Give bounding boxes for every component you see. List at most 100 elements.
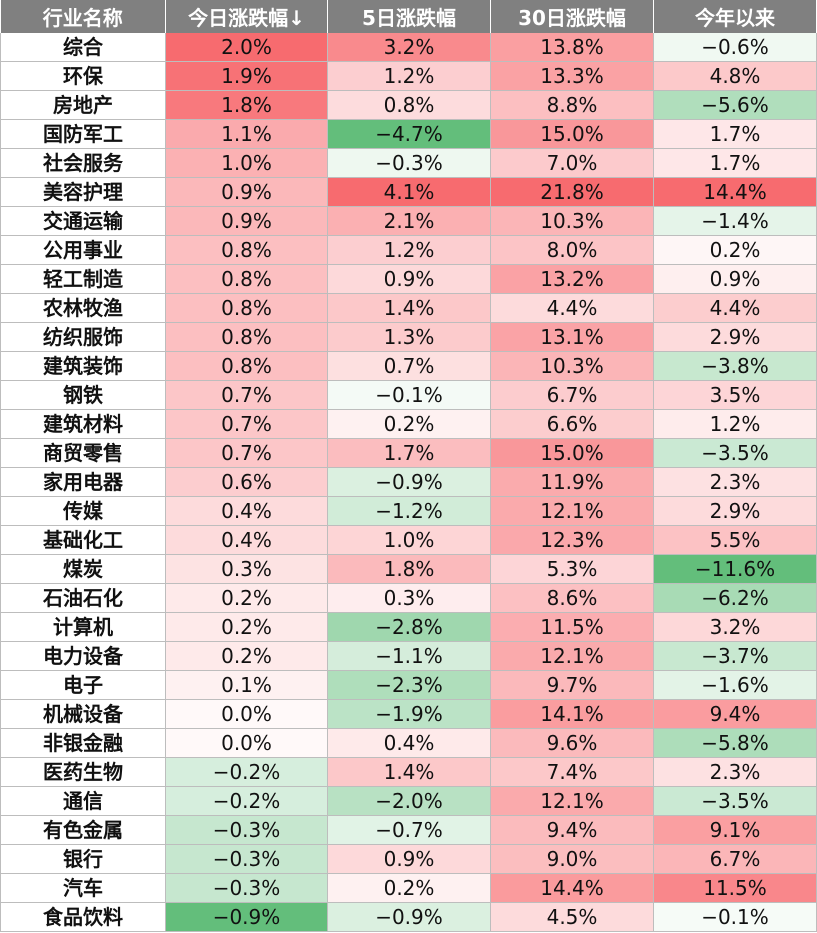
ytd-change-cell: 3.2% bbox=[653, 612, 817, 642]
30day-change-cell: 10.3% bbox=[490, 351, 654, 381]
5day-change-cell: −4.7% bbox=[327, 119, 491, 149]
30day-change-cell: 14.4% bbox=[490, 873, 654, 903]
5day-change-cell: 4.1% bbox=[327, 177, 491, 207]
ytd-change-cell: 1.7% bbox=[653, 119, 817, 149]
table-body: 综合 2.0% 3.2% 13.8% −0.6% 环保 1.9% 1.2% 13.3% 4.8% 房… bbox=[0, 33, 817, 932]
industry-name-cell: 银行 bbox=[0, 844, 166, 874]
table-row: 建筑材料 0.7% 0.2% 6.6% 1.2% bbox=[0, 409, 817, 439]
5day-change-cell: 1.4% bbox=[327, 293, 491, 323]
today-change-cell: 0.4% bbox=[165, 525, 328, 555]
5day-change-cell: 1.2% bbox=[327, 235, 491, 265]
ytd-change-cell: 0.2% bbox=[653, 235, 817, 265]
ytd-change-cell: 2.9% bbox=[653, 322, 817, 352]
5day-change-cell: 0.2% bbox=[327, 873, 491, 903]
ytd-change-cell: −1.4% bbox=[653, 206, 817, 236]
table-row: 电力设备 0.2% −1.1% 12.1% −3.7% bbox=[0, 641, 817, 671]
5day-change-cell: 1.2% bbox=[327, 61, 491, 91]
industry-name-cell: 石油石化 bbox=[0, 583, 166, 613]
today-change-cell: 0.1% bbox=[165, 670, 328, 700]
ytd-change-cell: −5.6% bbox=[653, 90, 817, 120]
ytd-change-cell: 4.8% bbox=[653, 61, 817, 91]
industry-name-cell: 食品饮料 bbox=[0, 902, 166, 932]
table-row: 电子 0.1% −2.3% 9.7% −1.6% bbox=[0, 670, 817, 700]
industry-name-cell: 计算机 bbox=[0, 612, 166, 642]
30day-change-cell: 12.1% bbox=[490, 496, 654, 526]
today-change-cell: 0.0% bbox=[165, 728, 328, 758]
today-change-cell: 0.8% bbox=[165, 235, 328, 265]
ytd-change-cell: −6.2% bbox=[653, 583, 817, 613]
today-change-cell: 0.7% bbox=[165, 380, 328, 410]
table-row: 钢铁 0.7% −0.1% 6.7% 3.5% bbox=[0, 380, 817, 410]
header-5day-change[interactable]: 5日涨跌幅 bbox=[327, 0, 491, 33]
ytd-change-cell: −1.6% bbox=[653, 670, 817, 700]
5day-change-cell: −2.0% bbox=[327, 786, 491, 816]
ytd-change-cell: −3.5% bbox=[653, 786, 817, 816]
industry-name-cell: 家用电器 bbox=[0, 467, 166, 497]
ytd-change-cell: 9.4% bbox=[653, 699, 817, 729]
ytd-change-cell: −3.5% bbox=[653, 438, 817, 468]
30day-change-cell: 13.1% bbox=[490, 322, 654, 352]
5day-change-cell: 2.1% bbox=[327, 206, 491, 236]
30day-change-cell: 8.0% bbox=[490, 235, 654, 265]
ytd-change-cell: −0.6% bbox=[653, 33, 817, 62]
industry-name-cell: 农林牧渔 bbox=[0, 293, 166, 323]
30day-change-cell: 13.8% bbox=[490, 33, 654, 62]
ytd-change-cell: 11.5% bbox=[653, 873, 817, 903]
ytd-change-cell: 2.9% bbox=[653, 496, 817, 526]
table-row: 有色金属 −0.3% −0.7% 9.4% 9.1% bbox=[0, 815, 817, 845]
industry-name-cell: 汽车 bbox=[0, 873, 166, 903]
5day-change-cell: −1.1% bbox=[327, 641, 491, 671]
today-change-cell: −0.2% bbox=[165, 786, 328, 816]
5day-change-cell: 1.0% bbox=[327, 525, 491, 555]
5day-change-cell: −0.9% bbox=[327, 467, 491, 497]
table-row: 综合 2.0% 3.2% 13.8% −0.6% bbox=[0, 33, 817, 62]
industry-name-cell: 综合 bbox=[0, 33, 166, 62]
industry-name-cell: 建筑材料 bbox=[0, 409, 166, 439]
today-change-cell: 0.7% bbox=[165, 409, 328, 439]
30day-change-cell: 9.7% bbox=[490, 670, 654, 700]
5day-change-cell: 0.7% bbox=[327, 351, 491, 381]
5day-change-cell: 0.9% bbox=[327, 264, 491, 294]
30day-change-cell: 9.6% bbox=[490, 728, 654, 758]
table-row: 机械设备 0.0% −1.9% 14.1% 9.4% bbox=[0, 699, 817, 729]
industry-name-cell: 非银金融 bbox=[0, 728, 166, 758]
table-row: 银行 −0.3% 0.9% 9.0% 6.7% bbox=[0, 844, 817, 874]
today-change-cell: 0.9% bbox=[165, 177, 328, 207]
30day-change-cell: 8.6% bbox=[490, 583, 654, 613]
30day-change-cell: 7.4% bbox=[490, 757, 654, 787]
30day-change-cell: 21.8% bbox=[490, 177, 654, 207]
today-change-cell: −0.3% bbox=[165, 873, 328, 903]
table-row: 计算机 0.2% −2.8% 11.5% 3.2% bbox=[0, 612, 817, 642]
today-change-cell: 0.9% bbox=[165, 206, 328, 236]
30day-change-cell: 12.3% bbox=[490, 525, 654, 555]
table-row: 商贸零售 0.7% 1.7% 15.0% −3.5% bbox=[0, 438, 817, 468]
ytd-change-cell: −5.8% bbox=[653, 728, 817, 758]
30day-change-cell: 8.8% bbox=[490, 90, 654, 120]
30day-change-cell: 15.0% bbox=[490, 119, 654, 149]
header-ytd-change[interactable]: 今年以来 bbox=[653, 0, 817, 33]
header-industry-name: 行业名称 bbox=[0, 0, 166, 33]
30day-change-cell: 13.2% bbox=[490, 264, 654, 294]
30day-change-cell: 11.9% bbox=[490, 467, 654, 497]
today-change-cell: 0.8% bbox=[165, 322, 328, 352]
table-row: 轻工制造 0.8% 0.9% 13.2% 0.9% bbox=[0, 264, 817, 294]
header-today-change[interactable]: 今日涨跌幅↓ bbox=[165, 0, 328, 33]
30day-change-cell: 13.3% bbox=[490, 61, 654, 91]
header-30day-change[interactable]: 30日涨跌幅 bbox=[490, 0, 654, 33]
ytd-change-cell: 2.3% bbox=[653, 467, 817, 497]
industry-name-cell: 纺织服饰 bbox=[0, 322, 166, 352]
today-change-cell: 0.8% bbox=[165, 351, 328, 381]
table-row: 美容护理 0.9% 4.1% 21.8% 14.4% bbox=[0, 177, 817, 207]
industry-name-cell: 商贸零售 bbox=[0, 438, 166, 468]
industry-name-cell: 钢铁 bbox=[0, 380, 166, 410]
table-row: 石油石化 0.2% 0.3% 8.6% −6.2% bbox=[0, 583, 817, 613]
industry-name-cell: 医药生物 bbox=[0, 757, 166, 787]
ytd-change-cell: 2.3% bbox=[653, 757, 817, 787]
table-row: 建筑装饰 0.8% 0.7% 10.3% −3.8% bbox=[0, 351, 817, 381]
table-row: 煤炭 0.3% 1.8% 5.3% −11.6% bbox=[0, 554, 817, 584]
today-change-cell: 0.2% bbox=[165, 641, 328, 671]
ytd-change-cell: 0.9% bbox=[653, 264, 817, 294]
today-change-cell: 0.2% bbox=[165, 612, 328, 642]
today-change-cell: 1.8% bbox=[165, 90, 328, 120]
30day-change-cell: 6.7% bbox=[490, 380, 654, 410]
